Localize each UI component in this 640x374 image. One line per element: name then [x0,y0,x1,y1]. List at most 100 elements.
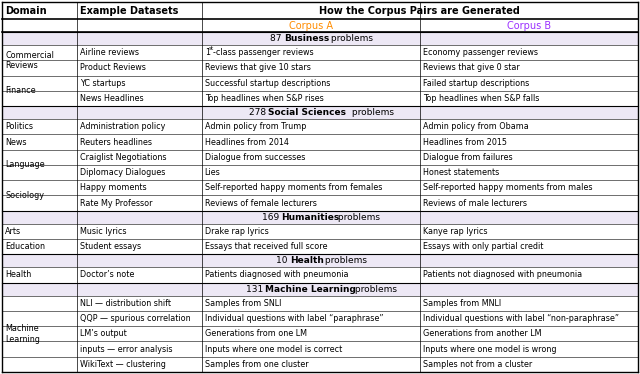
Bar [2,326,638,341]
Bar [2,2,638,19]
Bar [2,119,638,134]
Text: Music lyrics: Music lyrics [80,227,127,236]
Text: Inputs where one model is wrong: Inputs where one model is wrong [423,344,556,353]
Text: Top headlines when S&P falls: Top headlines when S&P falls [423,94,540,103]
Text: Self-reported happy moments from males: Self-reported happy moments from males [423,183,593,192]
Text: Rate My Professor: Rate My Professor [80,199,152,208]
Text: Patients diagnosed with pneumonia: Patients diagnosed with pneumonia [205,270,348,279]
Text: Craiglist Negotiations: Craiglist Negotiations [80,153,166,162]
Bar [2,254,638,267]
Text: Health: Health [290,256,324,265]
Text: Doctor’s note: Doctor’s note [80,270,134,279]
Text: Social Sciences: Social Sciences [268,108,346,117]
Text: Reuters headlines: Reuters headlines [80,138,152,147]
Bar [2,76,638,91]
Text: Top headlines when S&P rises: Top headlines when S&P rises [205,94,323,103]
Bar [2,32,638,45]
Text: Education: Education [5,242,45,251]
Text: Reviews of male lecturers: Reviews of male lecturers [423,199,527,208]
Text: Dialogue from failures: Dialogue from failures [423,153,513,162]
Text: Health: Health [5,270,31,279]
Text: Machine Learning: Machine Learning [265,285,356,294]
Text: Dialogue from successes: Dialogue from successes [205,153,305,162]
Text: Student essays: Student essays [80,242,141,251]
Text: Domain: Domain [5,6,47,15]
Bar [2,267,638,283]
Text: Economy passenger reviews: Economy passenger reviews [423,48,538,57]
Bar [2,224,638,239]
Text: Admin policy from Trump: Admin policy from Trump [205,122,306,131]
Text: Generations from one LM: Generations from one LM [205,329,307,338]
Text: Self-reported happy moments from females: Self-reported happy moments from females [205,183,382,192]
Bar [2,211,638,224]
Text: 278: 278 [249,108,269,117]
Text: Generations from another LM: Generations from another LM [423,329,541,338]
Text: Machine
Learning: Machine Learning [5,324,40,343]
Text: Admin policy from Obama: Admin policy from Obama [423,122,529,131]
Text: -class passenger reviews: -class passenger reviews [213,48,314,57]
Bar [2,19,638,32]
Text: Patients not diagnosed with pneumonia: Patients not diagnosed with pneumonia [423,270,582,279]
Text: LM’s output: LM’s output [80,329,127,338]
Bar [2,45,638,60]
Text: Sociology: Sociology [5,191,44,200]
Text: Politics: Politics [5,122,33,131]
Text: Humanities: Humanities [281,213,339,222]
Text: Headlines from 2014: Headlines from 2014 [205,138,289,147]
Text: problems: problems [328,34,372,43]
Text: Samples not from a cluster: Samples not from a cluster [423,360,532,369]
Bar [2,283,638,295]
Bar [2,150,638,165]
Bar [2,295,638,311]
Bar [2,106,638,119]
Text: Diplomacy Dialogues: Diplomacy Dialogues [80,168,165,177]
Text: NLI — distribution shift: NLI — distribution shift [80,299,171,308]
Bar [2,91,638,106]
Text: Samples from MNLI: Samples from MNLI [423,299,501,308]
Text: 131: 131 [246,285,266,294]
Text: Failed startup descriptions: Failed startup descriptions [423,79,529,88]
Text: 1: 1 [205,48,210,57]
Text: Happy moments: Happy moments [80,183,147,192]
Text: News Headlines: News Headlines [80,94,143,103]
Text: Reviews of female lecturers: Reviews of female lecturers [205,199,317,208]
Text: 10: 10 [276,256,290,265]
Text: WikiText — clustering: WikiText — clustering [80,360,166,369]
Bar [2,341,638,357]
Text: problems: problems [349,108,394,117]
Bar [2,239,638,254]
Bar [2,180,638,196]
Text: Business: Business [284,34,330,43]
Bar [2,357,638,372]
Bar [2,134,638,150]
Text: News: News [5,138,26,147]
Text: Example Datasets: Example Datasets [80,6,179,15]
Text: Corpus B: Corpus B [507,21,551,31]
Text: Finance: Finance [5,86,36,95]
Text: Administration policy: Administration policy [80,122,165,131]
Text: Essays that received full score: Essays that received full score [205,242,327,251]
Text: Product Reviews: Product Reviews [80,64,146,73]
Text: st: st [208,46,214,51]
Bar [2,60,638,76]
Text: Lies: Lies [205,168,220,177]
Text: QQP — spurious correlation: QQP — spurious correlation [80,314,191,323]
Text: Successful startup descriptions: Successful startup descriptions [205,79,330,88]
Text: 87: 87 [270,34,285,43]
Text: Commercial
Reviews: Commercial Reviews [5,50,54,70]
Text: Reviews that give 0 star: Reviews that give 0 star [423,64,520,73]
Text: Language: Language [5,160,45,169]
Text: Samples from one cluster: Samples from one cluster [205,360,308,369]
Text: YC startups: YC startups [80,79,125,88]
Text: problems: problems [322,256,367,265]
Bar [2,196,638,211]
Text: Headlines from 2015: Headlines from 2015 [423,138,507,147]
Text: Individual questions with label “paraphrase”: Individual questions with label “paraphr… [205,314,383,323]
Bar [2,165,638,180]
Text: Airline reviews: Airline reviews [80,48,139,57]
Text: Honest statements: Honest statements [423,168,499,177]
Text: inputs — error analysis: inputs — error analysis [80,344,173,353]
Text: How the Corpus Pairs are Generated: How the Corpus Pairs are Generated [319,6,520,15]
Text: Corpus A: Corpus A [289,21,333,31]
Text: Inputs where one model is correct: Inputs where one model is correct [205,344,342,353]
